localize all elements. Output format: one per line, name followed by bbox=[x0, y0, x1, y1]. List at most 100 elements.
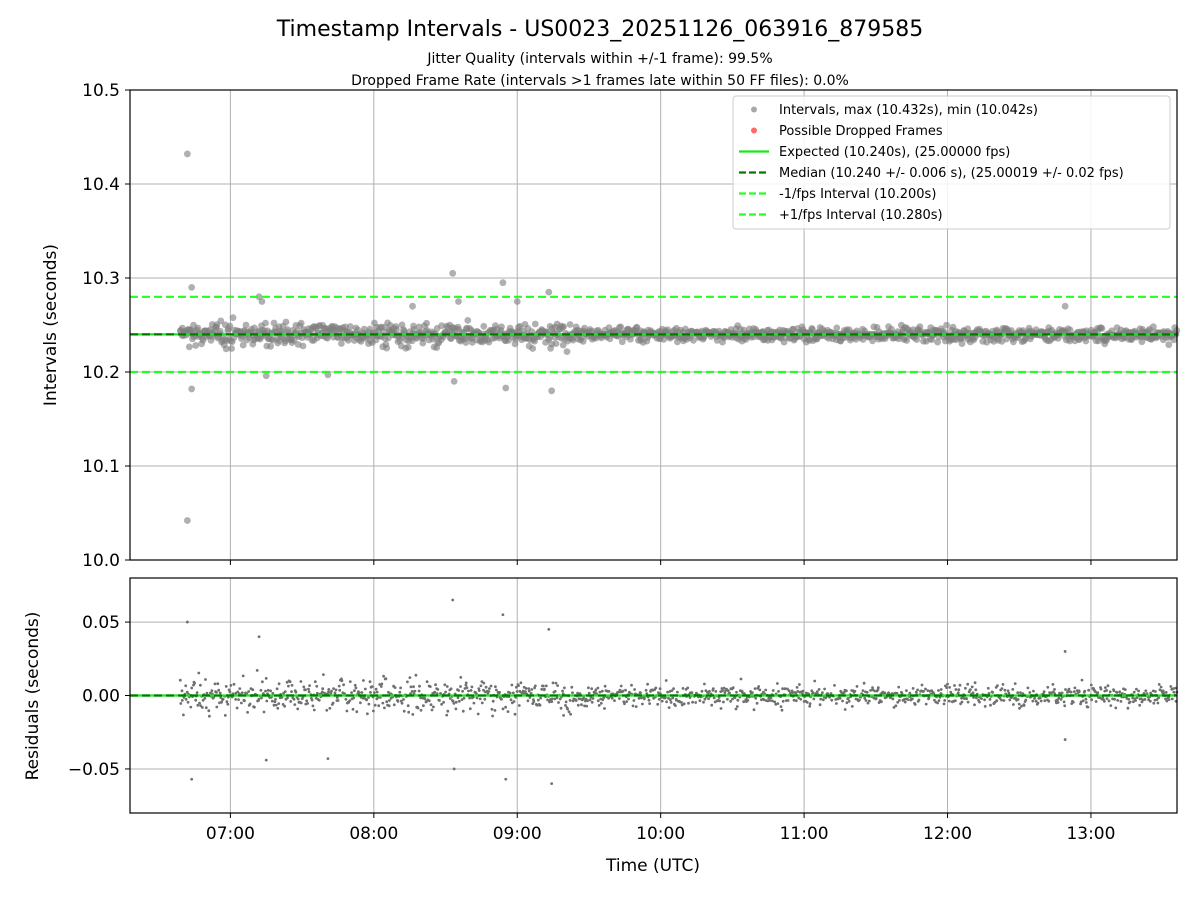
residual-point bbox=[315, 691, 319, 695]
interval-point bbox=[242, 321, 250, 329]
residual-point bbox=[1126, 706, 1130, 710]
residual-point bbox=[451, 699, 455, 703]
residual-point bbox=[1056, 701, 1060, 704]
residual-point bbox=[1006, 689, 1010, 693]
residual-point bbox=[771, 699, 774, 703]
residual-point bbox=[568, 699, 572, 702]
residual-point bbox=[465, 686, 469, 690]
residual-point bbox=[971, 691, 975, 695]
residual-point bbox=[454, 700, 458, 704]
residual-point bbox=[1132, 690, 1136, 694]
residual-point bbox=[190, 686, 194, 690]
residual-point bbox=[392, 703, 396, 707]
x-axis-label: Time (UTC) bbox=[605, 856, 700, 876]
residual-point bbox=[253, 705, 256, 709]
residual-outlier-point bbox=[326, 757, 330, 761]
interval-point bbox=[563, 348, 571, 355]
residual-point bbox=[332, 687, 335, 690]
interval-outlier-point bbox=[455, 298, 462, 305]
residual-point bbox=[561, 689, 564, 693]
residual-point bbox=[821, 698, 825, 702]
residual-point bbox=[557, 701, 560, 704]
residual-point bbox=[833, 684, 836, 687]
residual-point bbox=[702, 700, 705, 704]
residual-point bbox=[787, 689, 791, 693]
interval-point bbox=[943, 321, 950, 329]
residual-point bbox=[348, 699, 352, 702]
interval-point bbox=[516, 322, 524, 330]
residual-point bbox=[966, 700, 970, 704]
residual-point bbox=[808, 702, 812, 706]
residual-point bbox=[196, 703, 200, 707]
top-ytick-label: 10.5 bbox=[82, 81, 120, 101]
residual-point bbox=[533, 684, 537, 688]
residual-point bbox=[843, 708, 847, 711]
residual-point bbox=[1012, 703, 1015, 706]
residual-point bbox=[1033, 697, 1036, 700]
residual-point bbox=[359, 701, 362, 705]
residual-point bbox=[225, 700, 229, 704]
residual-point bbox=[1079, 700, 1083, 704]
residual-point bbox=[861, 689, 865, 692]
residual-point bbox=[722, 700, 725, 704]
residual-point bbox=[625, 700, 629, 703]
residual-point bbox=[476, 712, 480, 716]
residual-point bbox=[280, 696, 284, 699]
residual-point bbox=[274, 698, 277, 701]
interval-point bbox=[531, 320, 539, 328]
residual-point bbox=[515, 685, 518, 689]
residual-point bbox=[457, 689, 461, 692]
residual-point bbox=[1143, 698, 1147, 701]
bottom-xtick-label: 09:00 bbox=[493, 824, 542, 844]
legend-marker-intervals bbox=[751, 106, 757, 113]
residual-point bbox=[508, 691, 512, 695]
residual-point bbox=[286, 696, 289, 700]
residual-point bbox=[228, 690, 232, 694]
residual-point bbox=[1096, 691, 1100, 695]
residual-point bbox=[1022, 704, 1026, 707]
residual-point bbox=[208, 714, 211, 718]
residual-point bbox=[1108, 690, 1112, 694]
residual-point bbox=[444, 690, 447, 694]
residual-point bbox=[794, 699, 798, 703]
residual-point bbox=[566, 707, 569, 711]
residual-point bbox=[399, 699, 403, 703]
residual-point bbox=[344, 697, 348, 701]
residual-point bbox=[293, 703, 297, 706]
residual-point bbox=[983, 698, 986, 702]
residual-point bbox=[376, 696, 380, 699]
residual-point bbox=[1101, 696, 1104, 699]
residual-point bbox=[429, 703, 433, 707]
residual-outlier-point bbox=[501, 613, 505, 617]
residual-point bbox=[236, 690, 240, 694]
residual-point bbox=[1105, 697, 1109, 700]
residual-point bbox=[1114, 706, 1118, 710]
interval-point bbox=[560, 323, 567, 330]
residual-point bbox=[674, 704, 677, 707]
residual-point bbox=[331, 701, 335, 705]
residual-point bbox=[603, 707, 606, 710]
residual-point bbox=[735, 705, 739, 708]
residual-point bbox=[965, 697, 968, 701]
residual-point bbox=[968, 688, 972, 691]
residual-point bbox=[243, 699, 246, 703]
residual-point bbox=[1071, 700, 1075, 704]
residual-point bbox=[328, 706, 332, 710]
residual-point bbox=[1104, 686, 1107, 689]
interval-point bbox=[346, 323, 354, 330]
residual-outlier-point bbox=[1063, 738, 1067, 741]
residual-point bbox=[829, 692, 833, 695]
interval-point bbox=[229, 314, 237, 322]
interval-point bbox=[185, 343, 193, 351]
residual-point bbox=[1116, 699, 1120, 702]
residual-point bbox=[895, 691, 899, 695]
residual-point bbox=[1145, 692, 1149, 695]
residual-point bbox=[956, 691, 960, 695]
legend-marker-dropped bbox=[751, 127, 757, 134]
interval-outlier-point bbox=[188, 385, 196, 393]
residual-point bbox=[798, 683, 801, 686]
residual-point bbox=[445, 685, 449, 688]
residual-point bbox=[445, 713, 449, 717]
residual-point bbox=[780, 708, 784, 712]
interval-outlier-point bbox=[183, 150, 191, 158]
